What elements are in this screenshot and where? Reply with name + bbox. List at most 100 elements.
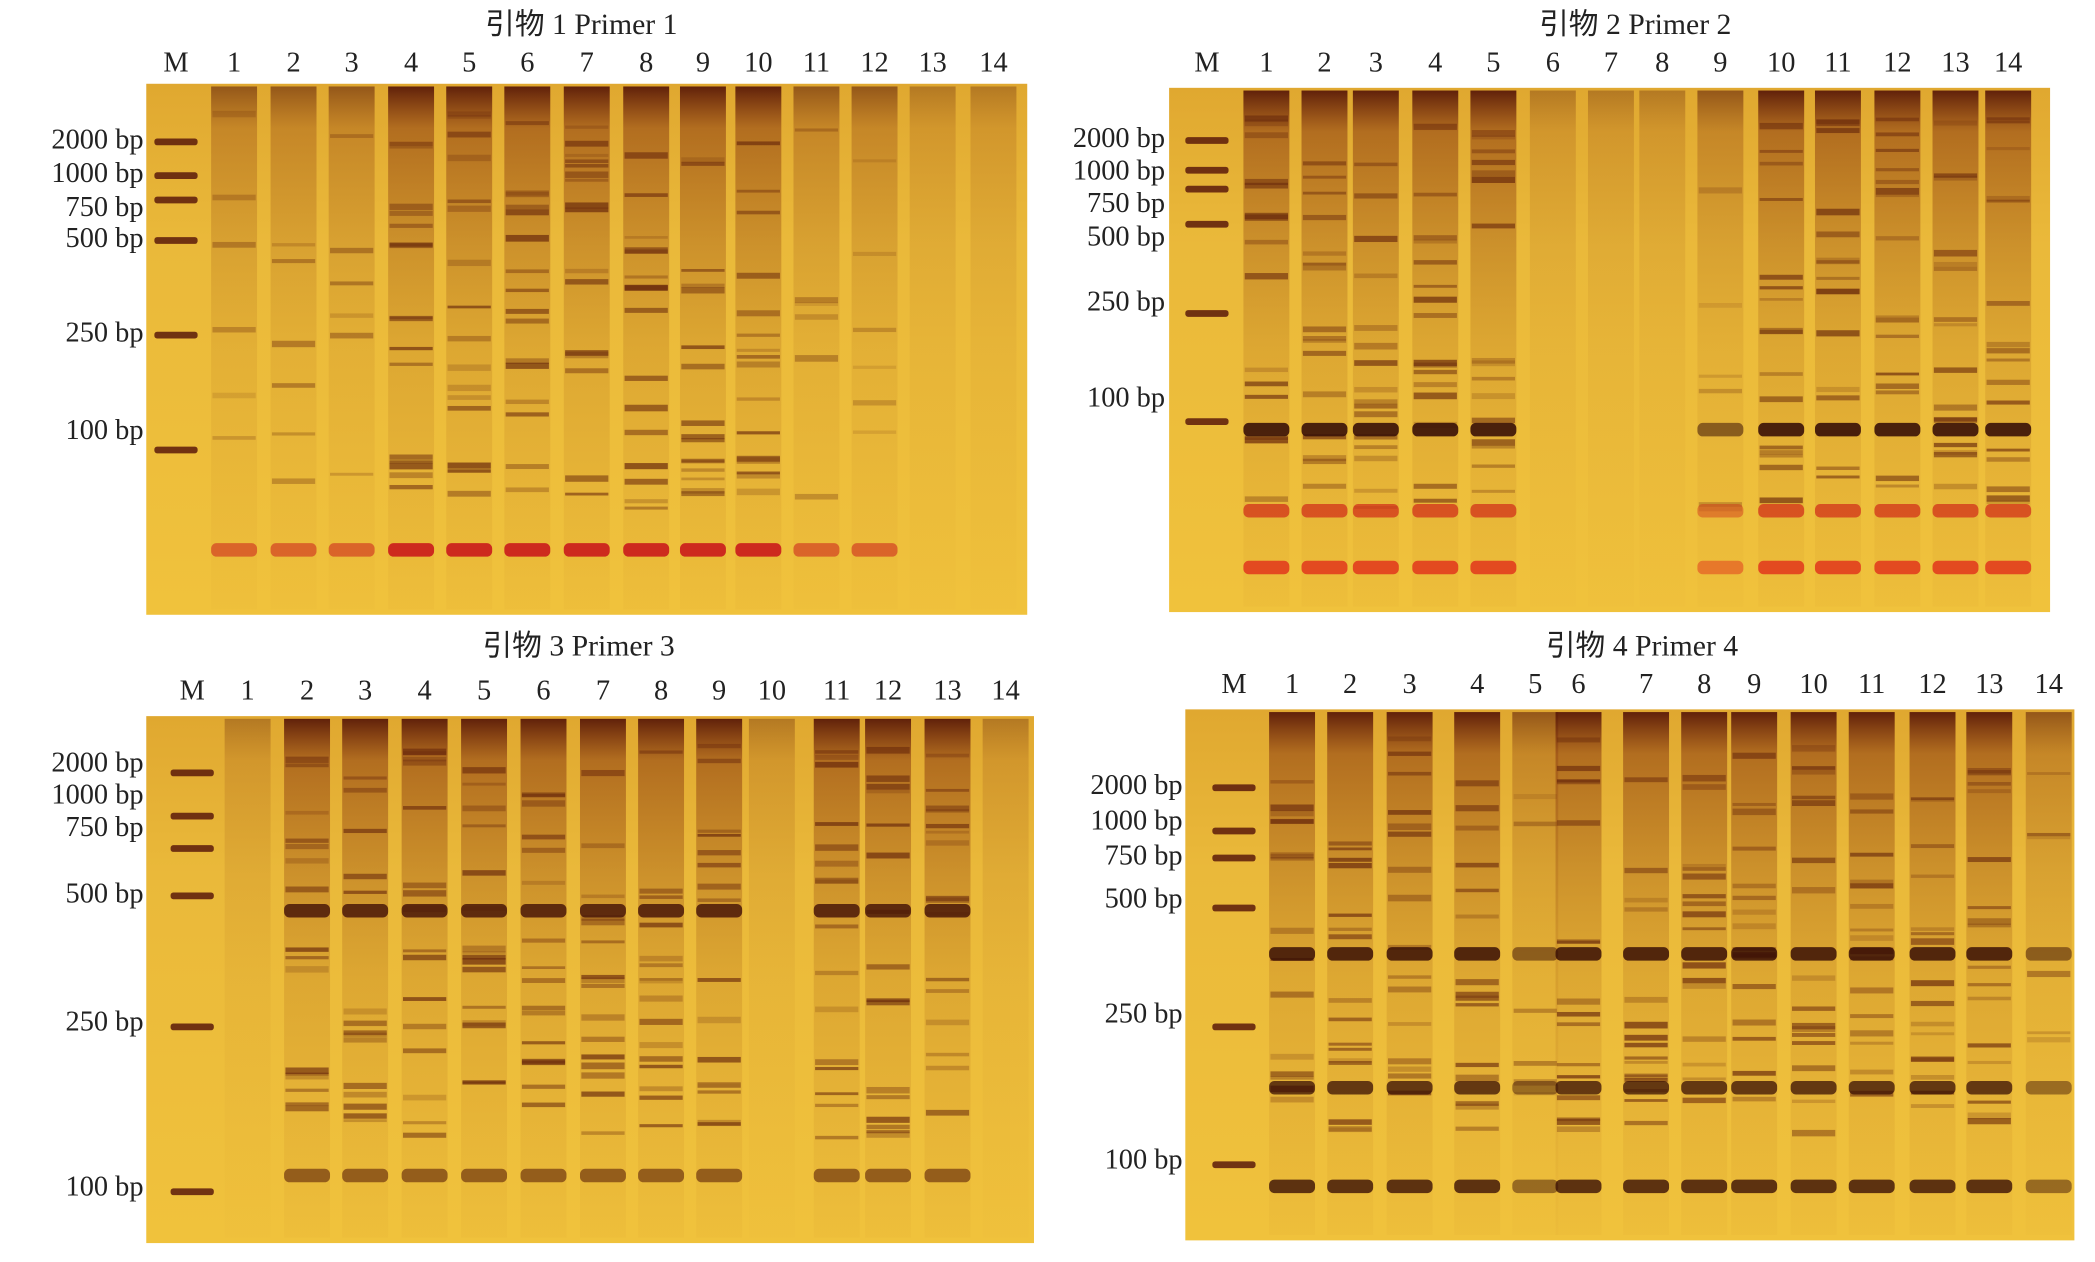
band — [925, 1019, 970, 1026]
band — [285, 763, 329, 768]
band — [1682, 911, 1726, 918]
band — [1758, 560, 1805, 575]
marker-label: 2000 bp — [1090, 770, 1182, 801]
lane-smear — [1623, 712, 1670, 1235]
band — [581, 940, 625, 944]
band — [1455, 995, 1499, 1001]
band — [1791, 1129, 1836, 1137]
marker-band — [170, 1188, 214, 1196]
band — [1244, 496, 1289, 502]
lane-smear — [1243, 90, 1290, 607]
marker-label: 250 bp — [1087, 287, 1165, 318]
band — [1967, 983, 2011, 987]
band — [2027, 772, 2071, 775]
band — [1513, 1079, 1557, 1086]
band — [1270, 1096, 1314, 1103]
band — [925, 753, 970, 758]
marker-label: 1000 bp — [51, 158, 143, 189]
band — [1471, 176, 1516, 183]
lane-label: 4 — [1470, 669, 1484, 700]
band — [639, 895, 683, 899]
band — [681, 283, 725, 288]
panel-title: 引物 1 Primer 1 — [485, 8, 677, 41]
band — [1759, 197, 1803, 201]
band — [1387, 1066, 1432, 1072]
band — [1623, 947, 1670, 961]
band — [1681, 1080, 1728, 1095]
band — [447, 395, 491, 400]
band — [462, 767, 506, 774]
band — [815, 860, 859, 867]
band — [1328, 1017, 1372, 1022]
band — [925, 989, 970, 993]
band — [1302, 455, 1347, 462]
band — [1682, 927, 1726, 931]
band — [504, 543, 551, 557]
band — [815, 1006, 859, 1013]
band — [1328, 1047, 1372, 1051]
band — [925, 830, 970, 834]
band — [1967, 770, 2011, 776]
band — [925, 1065, 970, 1071]
band — [1816, 466, 1860, 470]
band — [1967, 918, 2011, 925]
band — [342, 1168, 389, 1183]
band — [1682, 977, 1726, 984]
band — [212, 436, 256, 440]
band — [1352, 422, 1399, 437]
band — [1790, 947, 1837, 961]
lane-smear — [970, 86, 1017, 610]
marker-band — [1212, 1161, 1256, 1169]
band — [1270, 1071, 1314, 1077]
band — [1698, 374, 1743, 378]
band — [639, 1124, 683, 1128]
lane-label: 4 — [1428, 47, 1442, 78]
band — [1732, 808, 1776, 816]
band — [736, 355, 780, 359]
band — [1556, 779, 1601, 785]
band — [285, 858, 329, 864]
band — [579, 903, 626, 918]
band — [1354, 342, 1398, 350]
lane-smear — [270, 86, 317, 610]
band — [581, 977, 625, 984]
band — [521, 1084, 566, 1089]
band — [1933, 451, 1978, 458]
lane-smear — [211, 86, 258, 610]
band — [389, 242, 433, 247]
band — [447, 199, 491, 204]
lane-smear — [1470, 90, 1517, 607]
lane-label: M — [1221, 669, 1246, 700]
band — [1910, 797, 1955, 800]
band — [697, 1082, 741, 1088]
band — [330, 313, 374, 318]
band — [462, 1022, 506, 1029]
band — [925, 840, 970, 846]
band — [866, 823, 910, 827]
band — [1967, 923, 2011, 928]
lane-smear — [446, 86, 493, 610]
band — [681, 488, 725, 494]
band — [1850, 852, 1894, 857]
band — [697, 862, 741, 868]
band — [924, 1168, 971, 1183]
lane-smear — [461, 718, 508, 1238]
band — [1354, 235, 1398, 243]
lane-label: 3 — [1403, 669, 1417, 700]
band — [624, 247, 668, 254]
band — [212, 241, 256, 248]
band — [697, 1016, 741, 1024]
marker-label: 1000 bp — [51, 780, 143, 811]
band — [1698, 303, 1743, 308]
band — [565, 351, 609, 359]
band — [1875, 383, 1920, 389]
lane-label: 2 — [1317, 47, 1331, 78]
band — [1850, 1041, 1894, 1045]
band — [1244, 178, 1289, 186]
lane-smear — [793, 86, 840, 610]
band — [681, 491, 725, 497]
band — [639, 955, 683, 962]
band — [1790, 1179, 1837, 1194]
band — [1932, 503, 1979, 518]
band — [462, 1005, 506, 1009]
